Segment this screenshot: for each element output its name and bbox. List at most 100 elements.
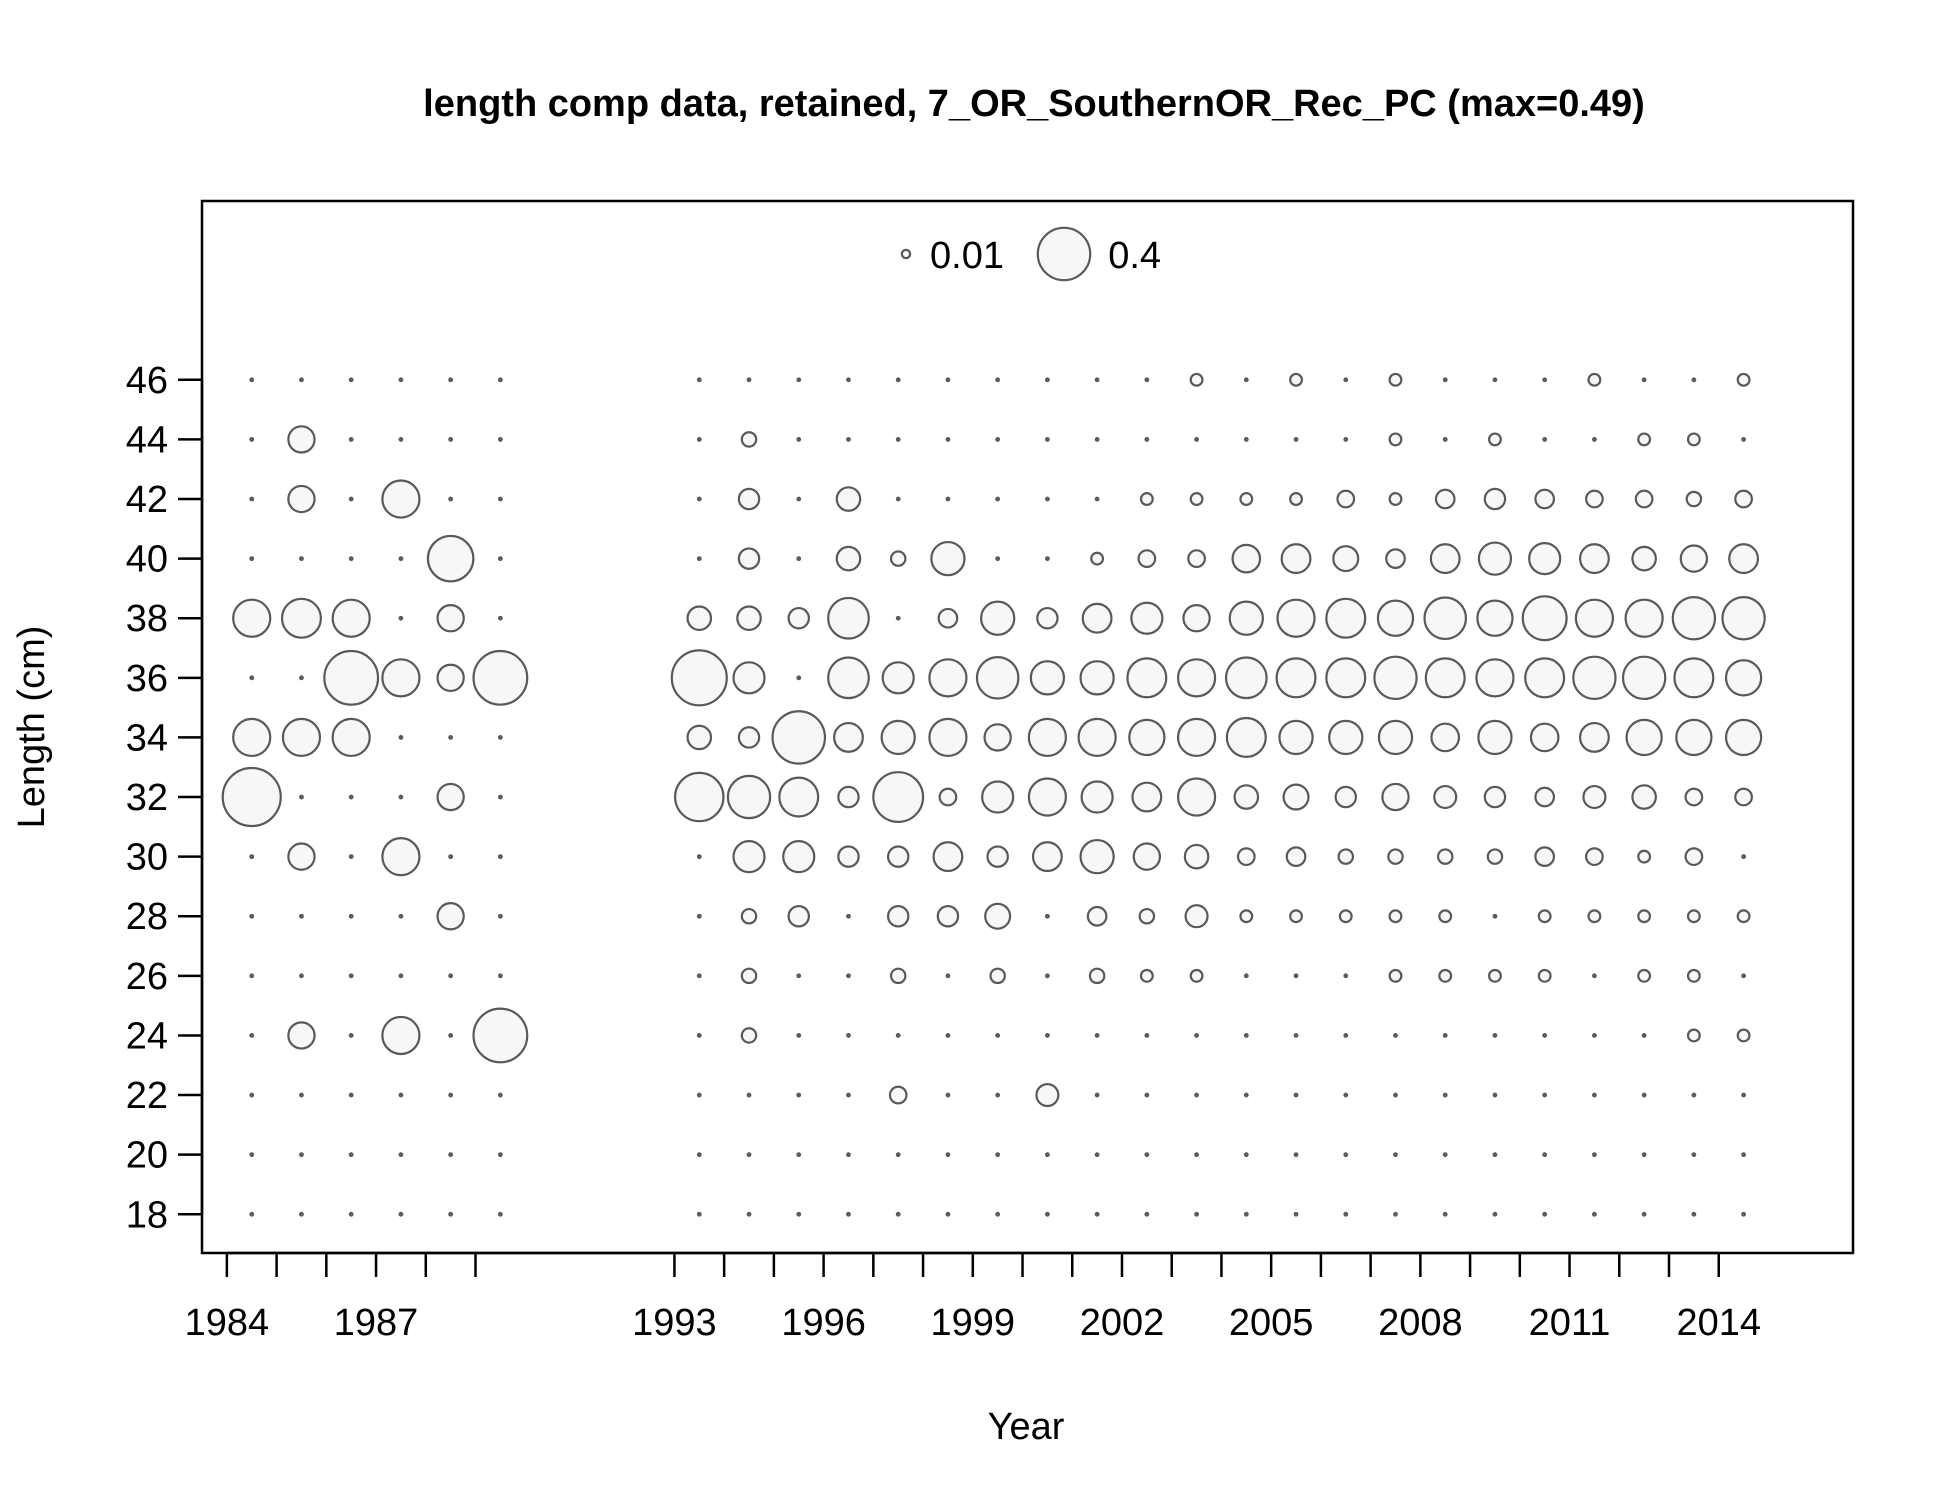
bubble — [895, 615, 901, 621]
y-tick-label: 20 — [126, 1135, 168, 1177]
bubble — [1343, 973, 1349, 979]
bubble — [299, 556, 304, 562]
y-tick-label: 18 — [126, 1194, 168, 1236]
bubble — [1194, 1033, 1199, 1038]
bubble — [1641, 377, 1647, 383]
bubble — [1624, 598, 1664, 638]
bubble — [1721, 595, 1766, 641]
bubble — [1591, 973, 1597, 979]
bubble — [249, 1092, 255, 1098]
bubble — [1044, 377, 1050, 383]
bubble — [1492, 913, 1498, 919]
bubble — [1442, 1033, 1448, 1038]
bubble — [833, 721, 864, 753]
bubble — [348, 854, 354, 860]
bubble — [1691, 377, 1697, 383]
bubble — [497, 973, 503, 979]
bubble — [331, 598, 371, 638]
bubble — [1492, 1092, 1498, 1098]
bubble — [398, 556, 404, 562]
bubble — [348, 913, 354, 919]
bubble — [1442, 1211, 1448, 1217]
bubble — [1736, 909, 1751, 924]
bubble — [1542, 1152, 1548, 1158]
bubble — [1194, 437, 1199, 442]
bubble — [1578, 721, 1610, 753]
bubble — [1542, 1211, 1548, 1217]
bubble — [1679, 544, 1709, 573]
bubble — [1393, 1211, 1398, 1217]
bubble — [323, 649, 380, 706]
bubble — [1684, 847, 1704, 867]
bubble — [249, 1152, 255, 1158]
bubble — [1044, 437, 1050, 442]
bubble — [348, 556, 354, 562]
bubble — [1487, 432, 1502, 447]
bubble — [1691, 1211, 1697, 1217]
bubble — [348, 1211, 354, 1217]
bubble — [1233, 784, 1260, 810]
bubble — [1094, 1092, 1100, 1098]
bubble — [1293, 437, 1299, 442]
bubble — [1477, 719, 1513, 756]
bubble — [398, 377, 404, 383]
bubble — [1634, 489, 1654, 509]
bubble — [1534, 846, 1556, 868]
bubble — [995, 1211, 1001, 1217]
bubble — [1343, 1211, 1349, 1217]
bubble — [696, 1033, 702, 1038]
bubble — [1132, 842, 1162, 871]
bubble — [1276, 598, 1316, 638]
bubble — [746, 1092, 752, 1098]
bubble-layer — [221, 372, 1766, 1217]
bubble — [249, 854, 255, 860]
bubble — [1631, 545, 1657, 572]
bubble — [1343, 1152, 1349, 1158]
x-tick-label: 1993 — [632, 1302, 717, 1344]
bubble — [1534, 488, 1556, 510]
bubble — [1081, 602, 1113, 634]
bubble — [1675, 718, 1713, 757]
bubble — [945, 496, 951, 502]
bubble — [1637, 909, 1652, 924]
bubble — [1243, 437, 1249, 442]
bubble — [945, 1033, 951, 1038]
bubble — [1585, 847, 1604, 867]
bubble — [846, 1211, 851, 1217]
bubble — [1144, 1033, 1150, 1038]
bubble — [796, 973, 802, 979]
bubble — [1293, 1092, 1299, 1098]
bubble — [1591, 437, 1597, 442]
bubble — [740, 967, 758, 985]
bubble — [696, 1152, 702, 1158]
bubble — [696, 496, 702, 502]
bubble — [1231, 543, 1262, 574]
bubble — [1194, 1152, 1199, 1158]
bubble — [1094, 437, 1100, 442]
x-tick-label: 2005 — [1229, 1302, 1314, 1344]
bubble — [249, 913, 255, 919]
bubble — [1090, 551, 1105, 566]
bubble — [1239, 492, 1254, 506]
bubble — [1176, 717, 1217, 758]
bubble — [1434, 488, 1456, 510]
bubble — [1176, 777, 1217, 817]
bubble — [1225, 716, 1267, 758]
bubble — [696, 556, 702, 562]
bubble — [846, 1033, 851, 1038]
y-tick-label: 24 — [126, 1015, 168, 1057]
bubble — [1334, 785, 1358, 809]
bubble — [983, 723, 1012, 752]
bubble — [1079, 838, 1115, 875]
bubble — [497, 735, 503, 740]
bubble — [1521, 595, 1568, 642]
bubble — [1686, 432, 1701, 447]
bubble — [1338, 909, 1353, 924]
bubble — [1194, 1092, 1199, 1098]
bubble — [436, 782, 465, 812]
bubble — [381, 658, 421, 698]
bubble — [889, 967, 907, 985]
y-axis: 18 20 22 24 26 28 30 32 34 36 38 40 42 44 46 — [126, 360, 204, 1236]
bubble — [1282, 783, 1310, 811]
bubble — [1044, 496, 1050, 502]
